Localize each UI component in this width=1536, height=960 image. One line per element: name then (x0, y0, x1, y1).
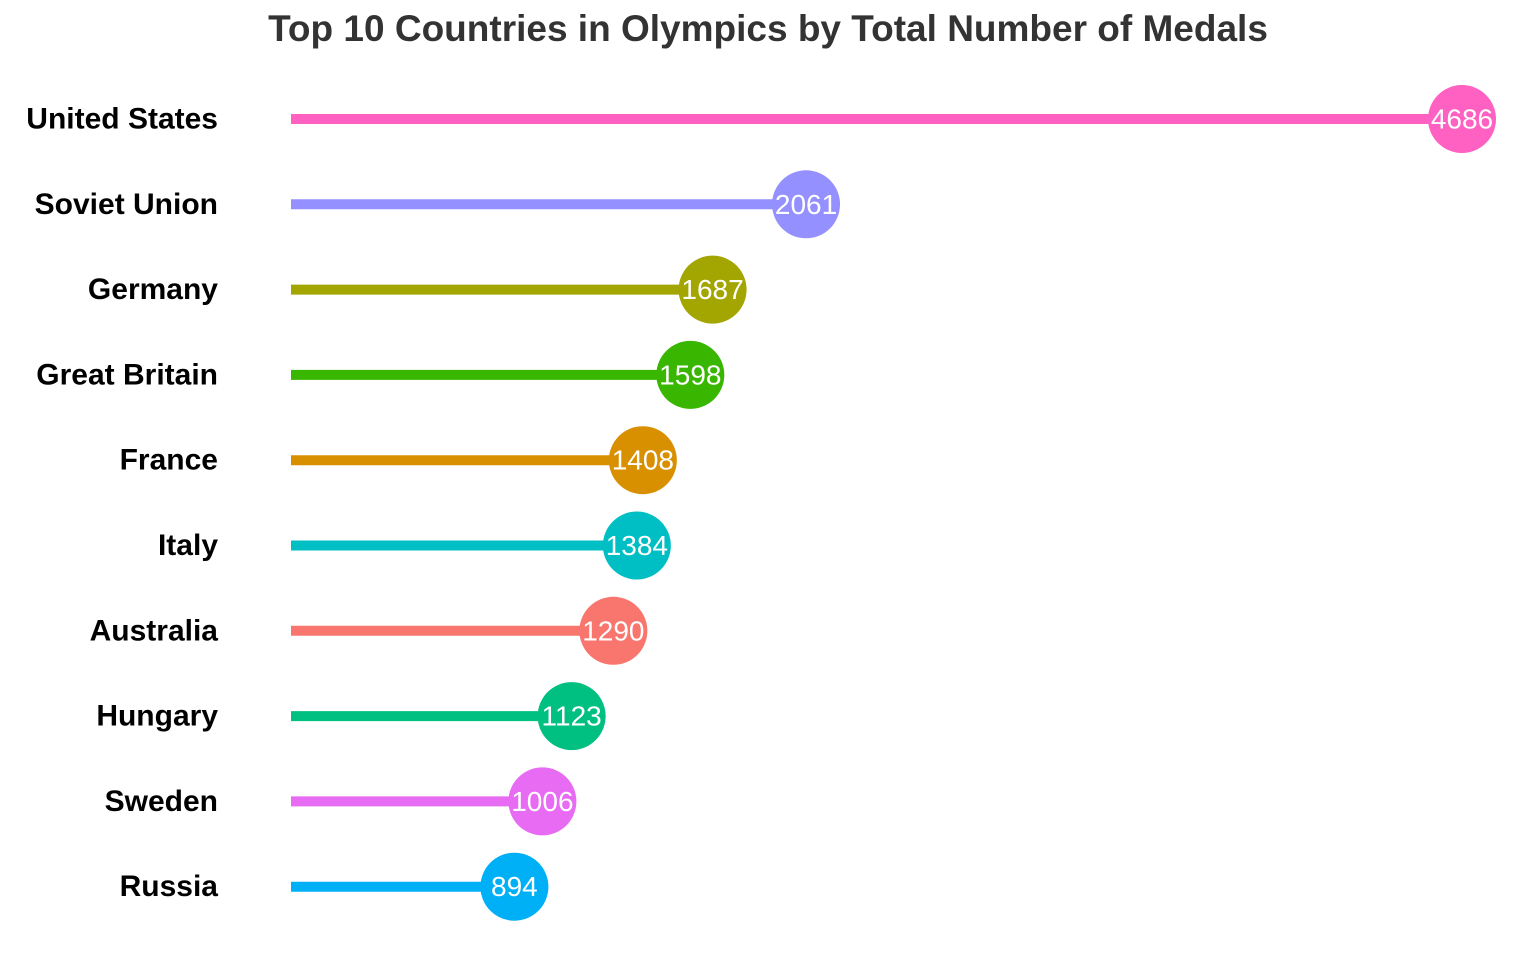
category-label-france: France (120, 444, 218, 477)
dot-united-states (1428, 85, 1496, 153)
value-label-germany: 1687 (681, 274, 743, 305)
value-label-soviet-union: 2061 (775, 189, 837, 220)
category-label-germany: Germany (88, 273, 218, 306)
dot-russia (480, 852, 549, 921)
category-label-great-britain: Great Britain (36, 358, 218, 391)
category-label-australia: Australia (90, 614, 219, 647)
dot-sweden (508, 767, 577, 836)
category-label-italy: Italy (158, 529, 218, 562)
value-label-france: 1408 (612, 445, 674, 476)
dot-germany (678, 255, 747, 324)
value-label-hungary: 1123 (542, 701, 602, 732)
value-label-sweden: 1006 (511, 786, 573, 817)
value-label-great-britain: 1598 (659, 359, 721, 390)
dot-italy (602, 511, 671, 580)
category-label-sweden: Sweden (105, 785, 218, 818)
chart-title: Top 10 Countries in Olympics by Total Nu… (268, 8, 1268, 49)
value-label-australia: 1290 (582, 615, 644, 646)
category-label-russia: Russia (120, 870, 219, 903)
value-label-united-states: 4686 (1431, 104, 1493, 135)
dot-hungary (537, 682, 606, 751)
category-label-hungary: Hungary (96, 700, 218, 733)
dots-layer (480, 85, 1496, 921)
dot-great-britain (656, 340, 725, 409)
stems-layer (291, 114, 1462, 892)
labels-layer: United States 4686 Soviet Union 2061 Germany… (26, 103, 1493, 904)
dot-soviet-union (772, 170, 841, 239)
value-label-italy: 1384 (606, 530, 668, 561)
dot-australia (579, 596, 648, 665)
category-label-united-states: United States (26, 103, 218, 136)
value-label-russia: 894 (491, 871, 538, 902)
dot-france (608, 426, 677, 495)
category-label-soviet-union: Soviet Union (35, 188, 218, 221)
